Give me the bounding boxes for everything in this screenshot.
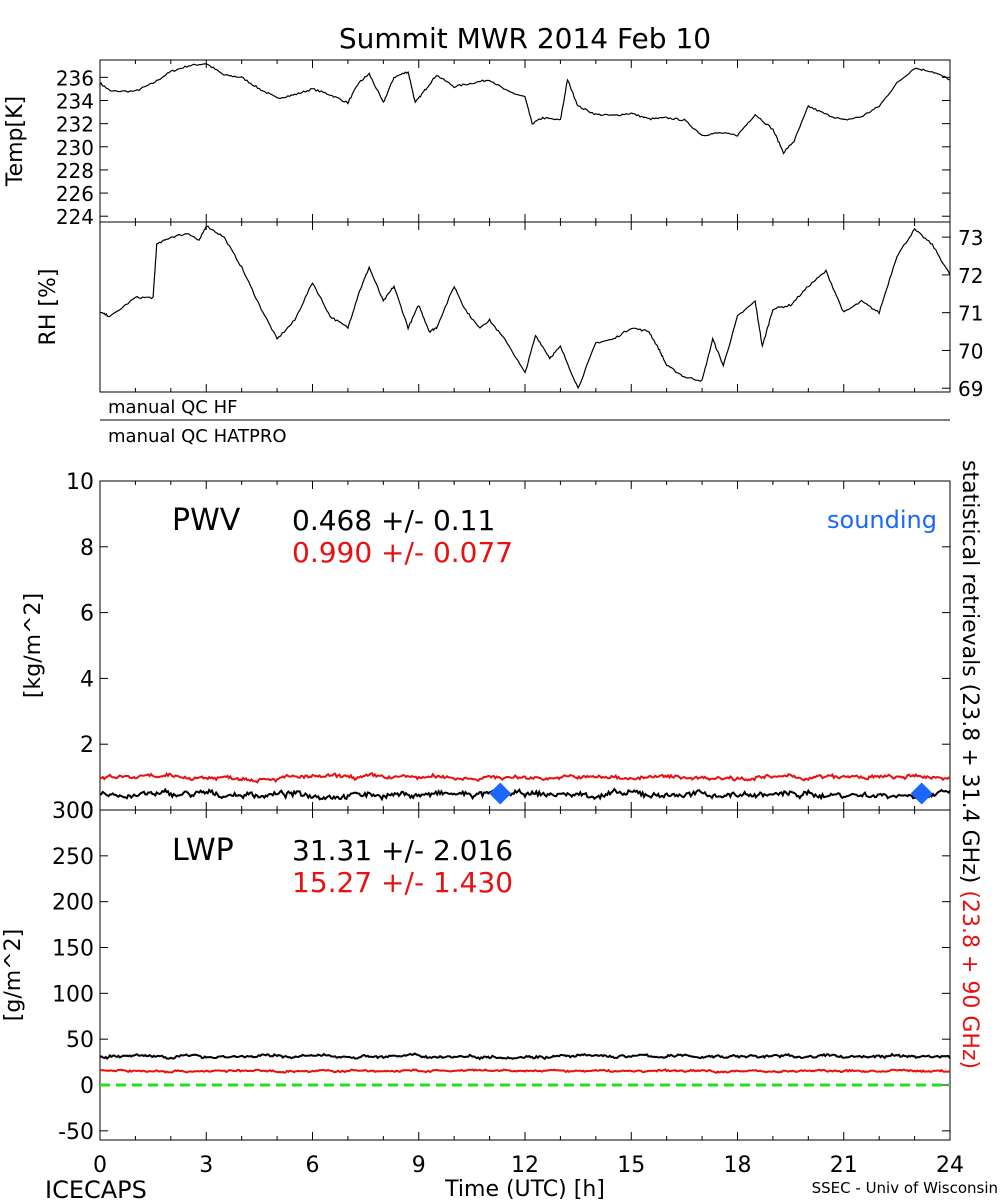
temp-ytick-label: 236: [56, 66, 94, 90]
lwp-stats-black: 31.31 +/- 2.016: [292, 834, 513, 867]
x-tick-label: 9: [412, 1153, 426, 1178]
temp-ytick-label: 234: [56, 90, 94, 114]
pwv-ytick-label: 10: [66, 470, 94, 495]
rh-frame: [99, 221, 951, 393]
pwv-ytick-label: 8: [80, 536, 94, 561]
rh-ytick-label: 69: [958, 377, 983, 401]
pwv-panel-label: PWV: [172, 503, 241, 538]
temp-ytick-label: 230: [56, 136, 94, 160]
x-tick-label: 21: [830, 1153, 858, 1178]
pwv-series-black-line: [99, 787, 951, 802]
lwp-ytick-label: 0: [80, 1074, 94, 1099]
pwv-ytick-label: 6: [80, 602, 94, 627]
pwv-ytick-label: 0: [80, 799, 94, 824]
sounding-label: sounding: [827, 506, 937, 534]
rh-ytick-label: 73: [958, 226, 983, 250]
lwp-ylabel: [g/m^2]: [1, 929, 26, 1021]
x-tick-label: 15: [617, 1153, 645, 1178]
lwp-stats-red: 15.27 +/- 1.430: [292, 866, 513, 899]
footer-right: SSEC - Univ of Wisconsin: [812, 1179, 998, 1197]
lwp-series-red-line: [99, 1068, 951, 1074]
pwv-ytick-label: 4: [80, 667, 94, 692]
rh-ytick-label: 71: [958, 302, 983, 326]
x-tick-label: 6: [306, 1153, 320, 1178]
lwp-ytick-label: 150: [52, 937, 94, 962]
pwv-stats-red: 0.990 +/- 0.077: [292, 536, 513, 569]
rh-ylabel: RH [%]: [36, 269, 61, 346]
lwp-series-black-line: [99, 1052, 951, 1061]
pwv-series-red-line: [99, 771, 951, 784]
pwv-panel: 0 2 4 6 8 10 [kg/m^2] PWV 0.468 +/- 0.110.990 +/…: [21, 470, 951, 824]
sounding-marker: [910, 782, 933, 805]
chart-title: Summit MWR 2014 Feb 10: [339, 22, 711, 55]
qc-hf-label: manual QC HF: [108, 397, 237, 418]
temp-series-black-line: [99, 63, 951, 155]
pwv-ytick-label: 2: [80, 733, 94, 758]
temp-ytick-label: 226: [56, 182, 94, 206]
temp-ytick-label: 224: [56, 205, 94, 229]
x-tick-label: 12: [511, 1153, 539, 1178]
lwp-ytick-label: 100: [52, 982, 94, 1007]
pwv-ylabel: [kg/m^2]: [21, 593, 46, 698]
rh-ytick-label: 72: [958, 264, 983, 288]
x-axis-label: Time (UTC) [h]: [444, 1177, 605, 1200]
lwp-ytick-label: 300: [52, 799, 94, 824]
lwp-ytick-label: 50: [66, 1028, 94, 1053]
lwp-ytick-label: -50: [58, 1120, 94, 1145]
x-tick-label: 24: [936, 1153, 964, 1178]
footer-left: ICECAPS: [45, 1176, 147, 1200]
right-side-label: statistical retrievals (23.8 + 31.4 GHz)…: [957, 460, 982, 1069]
temp-ytick-label: 232: [56, 113, 94, 137]
lwp-ytick-label: 200: [52, 891, 94, 916]
rh-panel: 69 70 71 72 73 RH [%]: [36, 221, 983, 401]
rh-series-black-line: [99, 225, 951, 390]
x-tick-label: 3: [199, 1153, 213, 1178]
qc-hatpro-label: manual QC HATPRO: [108, 426, 287, 447]
sounding-marker: [489, 782, 512, 805]
temp-ylabel: Temp[K]: [3, 96, 28, 187]
lwp-panel-label: LWP: [172, 833, 234, 868]
rh-ytick-label: 70: [958, 339, 983, 363]
qc-panel: manual QC HF manual QC HATPRO: [100, 397, 950, 447]
right-label-red: (23.8 + 90 GHz): [957, 890, 982, 1069]
temp-ytick-label: 228: [56, 159, 94, 183]
x-tick-label: 0: [93, 1153, 107, 1178]
temp-frame: [99, 59, 951, 223]
right-label-black: statistical retrievals (23.8 + 31.4 GHz): [957, 460, 982, 883]
lwp-ytick-label: 250: [52, 845, 94, 870]
pwv-stats-black: 0.468 +/- 0.11: [292, 504, 495, 537]
x-tick-label: 18: [724, 1153, 752, 1178]
